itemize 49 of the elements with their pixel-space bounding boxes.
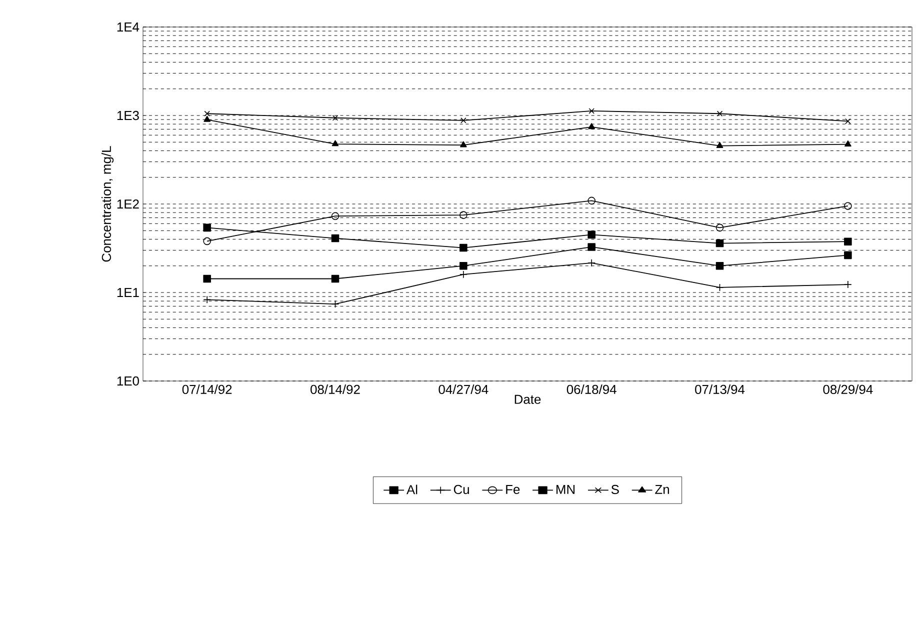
point	[588, 230, 596, 239]
point	[844, 238, 852, 246]
point	[331, 274, 340, 283]
point	[460, 262, 468, 270]
point	[588, 243, 596, 251]
y-tick-label: 1E0	[117, 376, 139, 386]
x-axis-title: Date	[514, 394, 541, 404]
point	[716, 110, 723, 116]
point	[588, 196, 596, 205]
point	[716, 239, 724, 248]
point	[204, 116, 211, 122]
legend-label: Al	[406, 484, 418, 494]
x-tick-label: 08/29/94	[823, 384, 873, 394]
point	[460, 244, 468, 252]
point	[716, 142, 724, 148]
y-tick-label: 1E1	[117, 288, 139, 297]
legend-label: S	[611, 484, 619, 494]
point	[331, 212, 340, 220]
legend-label: Zn	[655, 484, 669, 494]
point	[460, 141, 467, 148]
point	[844, 202, 852, 210]
point	[332, 115, 338, 121]
point	[844, 251, 852, 260]
point	[716, 262, 724, 270]
y-tick-label: 1E4	[117, 22, 140, 32]
x-tick-label: 06/18/94	[566, 384, 616, 394]
point	[716, 224, 724, 232]
legend-label: Cu	[454, 484, 469, 494]
x-tick-label: 07/14/92	[182, 384, 232, 394]
point	[203, 237, 211, 246]
y-axis-title: Concentration, mg/L	[102, 146, 114, 262]
point	[845, 118, 851, 124]
legend-label: Fe	[506, 484, 520, 494]
point	[204, 110, 210, 116]
point	[588, 108, 594, 114]
y-tick-label: 1E3	[117, 110, 139, 120]
point	[331, 234, 340, 242]
x-tick-label: 08/14/92	[310, 384, 360, 394]
point	[460, 211, 468, 219]
point	[203, 224, 211, 232]
point	[332, 140, 339, 146]
y-tick-label: 1E2	[117, 199, 139, 209]
legend-label: MN	[556, 484, 575, 494]
point	[844, 140, 852, 146]
x-tick-label: 07/13/94	[695, 384, 745, 394]
x-tick-label: 04/27/94	[438, 384, 488, 394]
point	[203, 274, 211, 283]
point	[588, 123, 596, 130]
point	[460, 118, 466, 124]
